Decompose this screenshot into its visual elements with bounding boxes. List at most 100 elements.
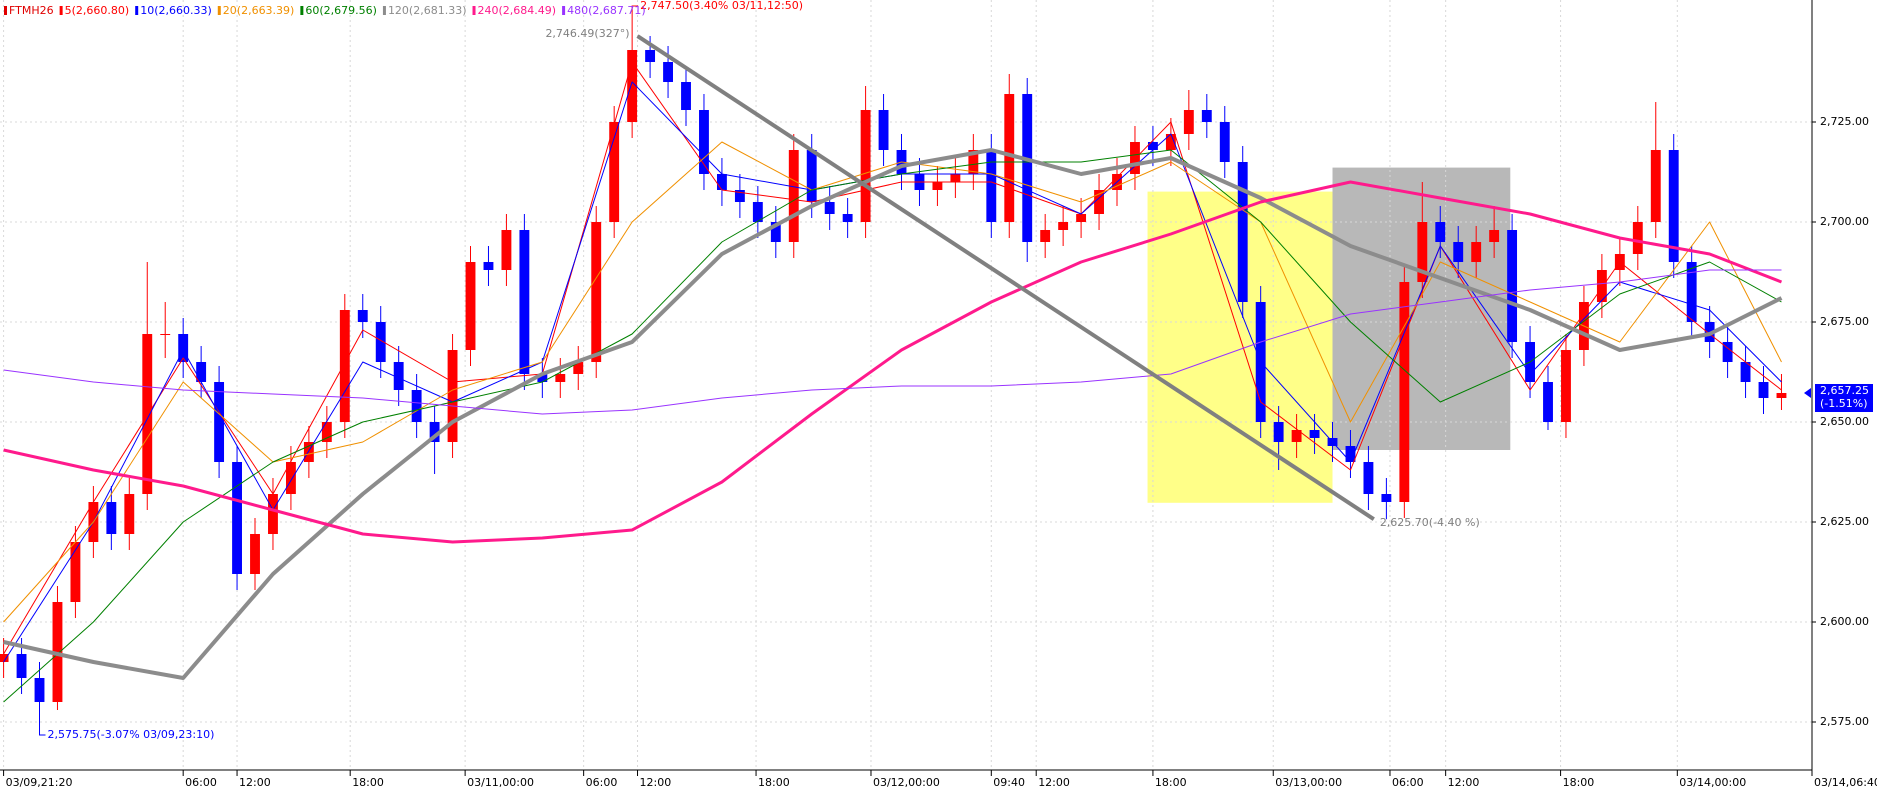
legend-entry: 480(2,687.71) [567, 4, 646, 17]
x-tick-label: 09:40 [993, 776, 1025, 789]
candle-body [232, 462, 242, 574]
candle-body [878, 110, 889, 150]
candle-body [1309, 430, 1320, 438]
last-price-change: (-1.51%) [1820, 397, 1868, 410]
candle-body [645, 50, 656, 62]
moving-average-line [3, 149, 1782, 703]
last-price-label: 2,657.25 [1820, 384, 1869, 397]
candle-body [770, 222, 781, 242]
highlight-box [1332, 167, 1511, 450]
candle-body [250, 534, 260, 574]
candle-body [1345, 446, 1356, 462]
candle-body [142, 334, 153, 494]
moving-average-line [3, 61, 1782, 655]
annotation-leader [39, 719, 46, 736]
candle-body [1596, 270, 1607, 302]
x-tick-label: 18:00 [758, 776, 790, 789]
candle-body [178, 334, 189, 362]
x-tick-label: 03/11,00:00 [467, 776, 534, 789]
candle-body [752, 202, 763, 222]
candle-body [375, 322, 386, 362]
candle-body [734, 190, 745, 202]
annotation: 2,747.50(3.40% 03/11,12:50) [640, 0, 803, 12]
candle-body [1722, 342, 1733, 362]
candle-body [699, 110, 709, 174]
candle-body [1237, 162, 1248, 302]
legend-swatch [472, 6, 476, 15]
candle-body [1686, 262, 1697, 322]
candle-body [1417, 222, 1428, 282]
candle-body [1363, 462, 1374, 494]
candle-body [716, 174, 727, 190]
candle-body [16, 654, 27, 678]
candle-body [519, 230, 530, 374]
x-tick-label: 18:00 [1155, 776, 1187, 789]
candle-body [1668, 150, 1679, 262]
moving-average-line [3, 141, 1782, 623]
x-tick-label: 06:00 [586, 776, 618, 789]
x-tick-label: 03/14,06:40 [1814, 776, 1877, 789]
last-price-box [1815, 384, 1873, 412]
x-tick-label: 03/13,00:00 [1275, 776, 1342, 789]
candle-body [1094, 190, 1104, 214]
candle-body [1489, 230, 1500, 242]
candle-body [1740, 362, 1751, 382]
candle-body [1507, 230, 1518, 342]
candle-body [806, 150, 817, 202]
candle-body [1471, 242, 1482, 262]
candle-body [429, 422, 440, 442]
x-tick-label: 06:00 [1392, 776, 1424, 789]
x-tick-label: 12:00 [1448, 776, 1480, 789]
candle-body [70, 542, 81, 602]
candle-body [1399, 282, 1410, 502]
candle-body [411, 390, 422, 422]
candle-body [860, 110, 871, 222]
candle-body [1040, 230, 1051, 242]
candle-body [1165, 134, 1176, 150]
candle-body [1147, 142, 1158, 150]
x-tick-label: 06:00 [185, 776, 217, 789]
candle-body [339, 310, 350, 422]
candle-body [501, 230, 512, 270]
moving-average-line [3, 148, 1783, 680]
candle-body [932, 182, 943, 190]
candle-body [1058, 222, 1069, 230]
candle-body [34, 678, 45, 702]
x-tick-label: 12:00 [640, 776, 672, 789]
legend-swatch [217, 6, 221, 15]
candle-body [1273, 422, 1284, 442]
moving-average-line [3, 180, 1783, 544]
x-tick-label: 18:00 [352, 776, 384, 789]
candle-body [842, 214, 853, 222]
candle-body [1632, 222, 1643, 254]
candle-body [824, 202, 835, 214]
candle-body [968, 150, 979, 174]
candle-body [393, 362, 404, 390]
legend-swatch [382, 6, 386, 15]
legend-entry: 240(2,684.49) [478, 4, 557, 17]
candle-body [627, 50, 638, 122]
candle-body [483, 262, 494, 270]
candle-body [160, 334, 171, 335]
candle-body [1004, 94, 1015, 222]
candle-body [321, 422, 332, 442]
x-tick-label: 12:00 [1038, 776, 1070, 789]
annotation-leader [631, 5, 639, 32]
legend-swatch [4, 6, 7, 15]
last-price-marker [1804, 388, 1811, 398]
candle-body [681, 82, 691, 110]
annotation: 2,625.70(-4.40 %) [1380, 516, 1480, 529]
candle-body [788, 150, 799, 242]
y-tick-label: 2,700.00 [1820, 215, 1869, 228]
x-tick-label: 18:00 [1563, 776, 1595, 789]
candle-body [465, 262, 476, 350]
candle-body [1453, 242, 1464, 262]
candle-body [447, 350, 458, 442]
legend-swatch [59, 6, 63, 15]
candle-body [1543, 382, 1553, 422]
candle-body [986, 150, 997, 222]
legend-entry: 5(2,660.80) [65, 4, 130, 17]
candle-body [537, 374, 548, 382]
